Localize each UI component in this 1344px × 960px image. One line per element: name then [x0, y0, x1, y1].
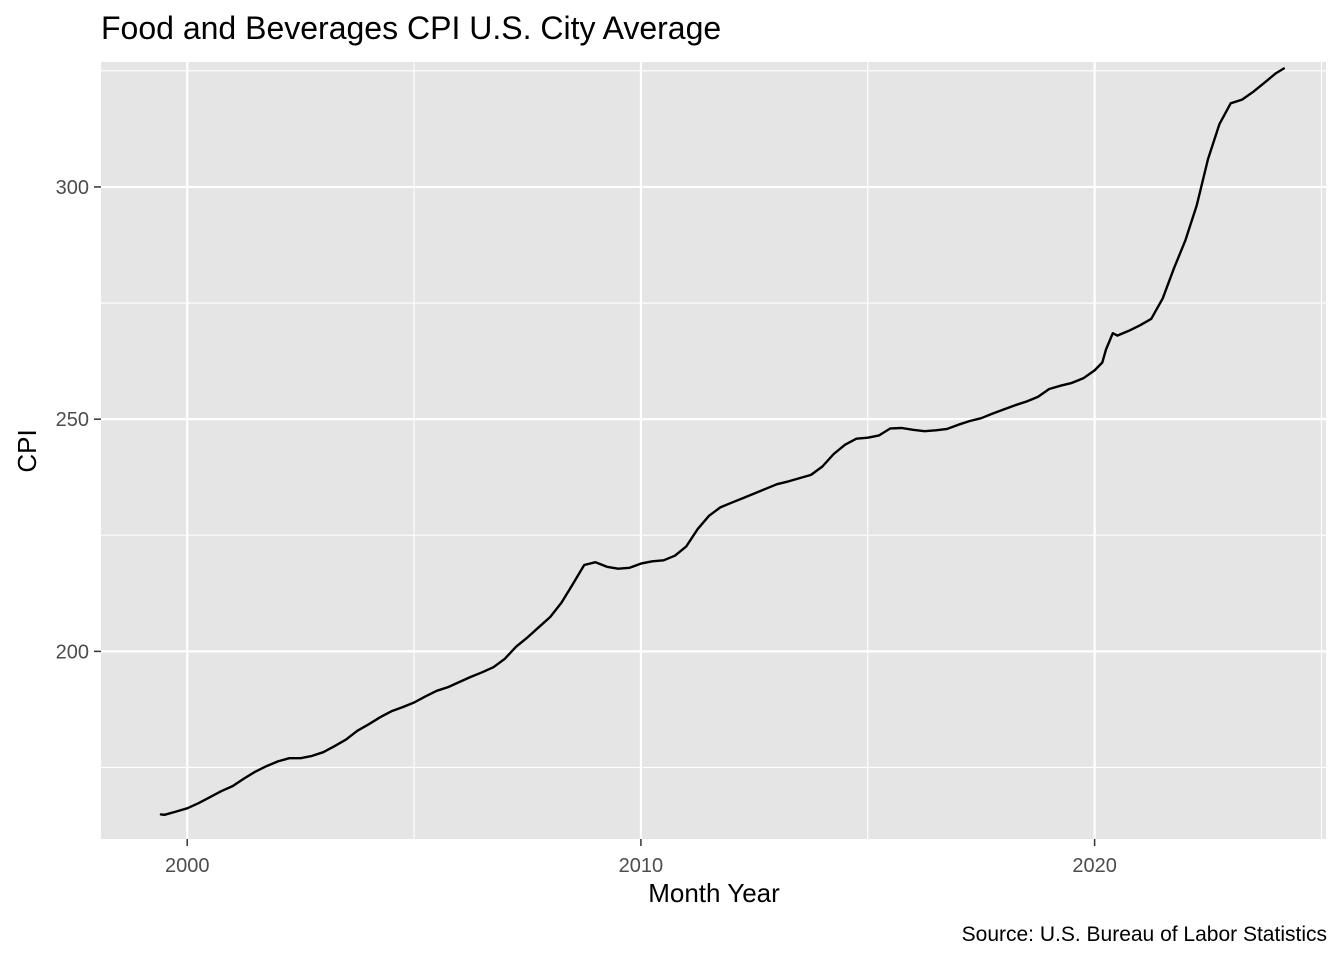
y-tick-label: 300 — [56, 177, 89, 199]
y-tick-label: 250 — [56, 409, 89, 431]
y-axis-title: CPI — [12, 429, 42, 472]
x-tick-label: 2020 — [1072, 855, 1117, 877]
x-axis-title: Month Year — [648, 878, 780, 908]
y-axis: 200 250 300 — [56, 177, 101, 663]
source-caption: Source: U.S. Bureau of Labor Statistics — [962, 923, 1327, 946]
y-tick-label: 200 — [56, 641, 89, 663]
x-tick-label: 2000 — [165, 855, 210, 877]
cpi-series-line — [159, 67, 1286, 816]
x-tick-label: 2010 — [619, 855, 664, 877]
major-grid — [101, 62, 1326, 839]
minor-grid — [101, 62, 1326, 839]
chart-title: Food and Beverages CPI U.S. City Average — [101, 10, 721, 46]
plot-panel — [101, 62, 1326, 839]
x-axis: 2000 2010 2020 — [165, 839, 1117, 877]
